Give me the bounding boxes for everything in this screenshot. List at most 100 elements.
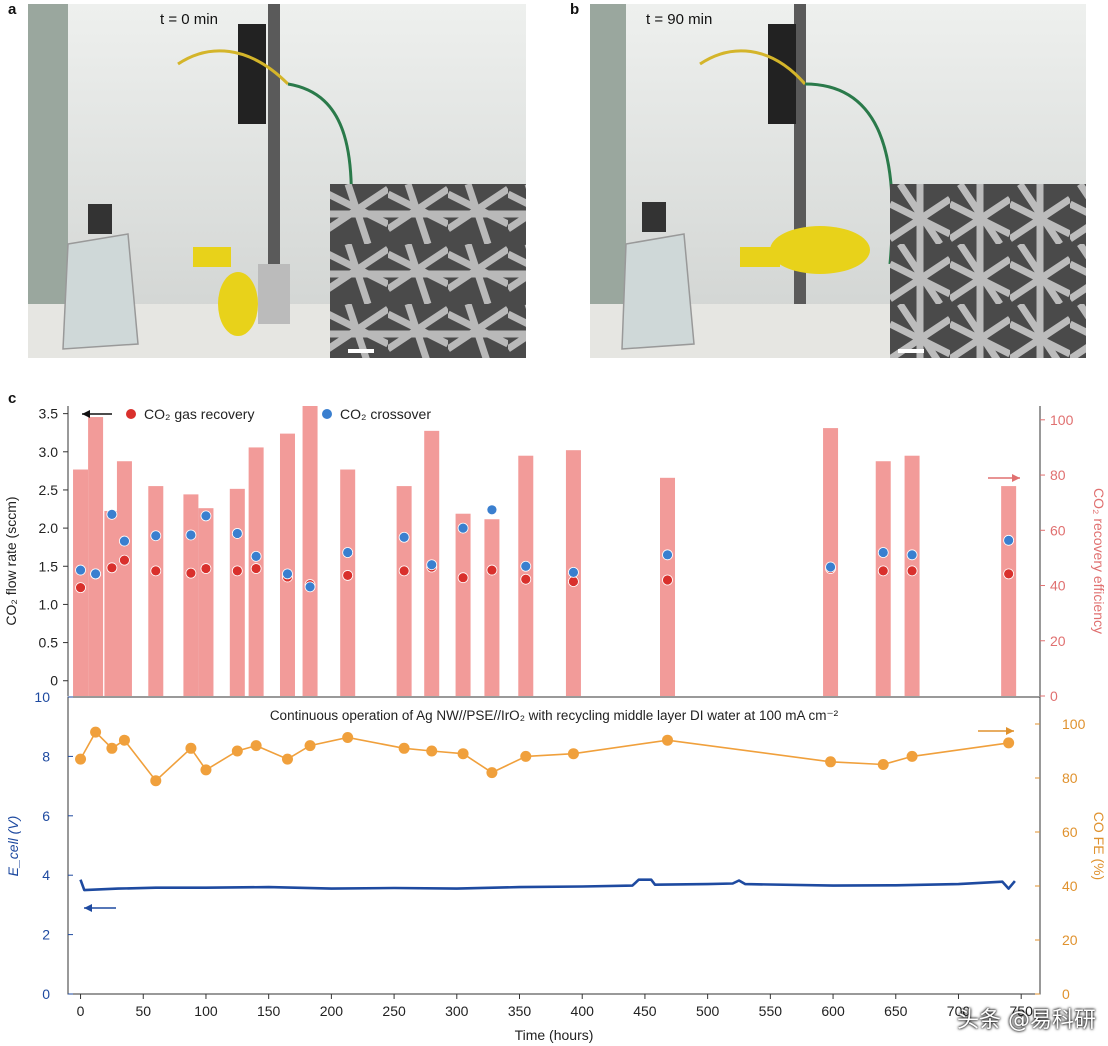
crossover-point-14	[457, 522, 469, 534]
co-fe-point-8	[250, 740, 262, 752]
photo-panel-b: t = 90 min	[590, 4, 1086, 358]
gas-recovery-point-6	[200, 563, 212, 574]
recovery-efficiency-bar-5	[183, 494, 199, 696]
bottom-right-axis-label: CO FE (%)	[1091, 812, 1107, 880]
co-fe-point-11	[342, 732, 354, 743]
legend-label-gas-recovery: CO₂ gas recovery	[144, 406, 254, 422]
bottom-left-tick-label-2: 4	[42, 867, 50, 883]
top-left-tick-label-2: 1.0	[39, 596, 59, 612]
recovery-efficiency-bar-4	[148, 486, 164, 696]
co-fe-point-3	[118, 734, 130, 746]
top-right-tick-label-2: 40	[1050, 578, 1066, 594]
legend-label-crossover: CO₂ crossover	[340, 406, 431, 422]
crossover-point-5	[185, 529, 197, 541]
bottom-subplot: Continuous operation of Ag NW//PSE//IrO₂…	[5, 689, 1107, 1043]
co-fe-point-7	[231, 745, 243, 757]
top-left-tick-label-5: 2.5	[39, 482, 59, 498]
gas-recovery-point-20	[877, 565, 889, 577]
co-fe-point-9	[281, 753, 293, 765]
recovery-efficiency-bar-15	[484, 519, 500, 696]
co-fe-point-0	[75, 753, 87, 765]
x-tick-label-10: 500	[696, 1003, 720, 1019]
co-fe-point-16	[520, 750, 532, 762]
top-left-tick-label-7: 3.5	[39, 406, 59, 422]
x-tick-label-12: 600	[821, 1003, 845, 1019]
panel-c-letter: c	[8, 390, 17, 407]
crossover-point-12	[398, 531, 410, 543]
crossover-point-15	[486, 504, 498, 516]
gas-recovery-point-4	[150, 565, 162, 577]
legend-marker-gas-recovery	[126, 409, 136, 419]
ecell-series-line	[79, 878, 1016, 892]
x-tick-label-15: 750	[1010, 1003, 1034, 1019]
watermark-text: 头条 @易科研	[957, 1008, 1096, 1033]
crossover-point-4	[150, 530, 162, 542]
top-right-tick-label-0: 0	[1050, 688, 1058, 704]
bottom-plot-frame	[67, 696, 1041, 995]
gas-recovery-point-17	[568, 576, 579, 587]
bottom-right-tick-label-3: 60	[1062, 824, 1078, 840]
crossover-point-7	[231, 528, 243, 539]
x-tick-label-7: 350	[508, 1003, 532, 1019]
recovery-efficiency-bar-2	[104, 510, 120, 696]
gas-recovery-point-12	[398, 565, 410, 577]
gas-recovery-point-8	[250, 563, 262, 574]
top-right-tick-label-1: 20	[1050, 633, 1066, 649]
co-fe-point-12	[398, 742, 410, 754]
top-left-tick-label-6: 3.0	[39, 444, 59, 460]
x-tick-label-9: 450	[633, 1003, 657, 1019]
x-tick-label-8: 400	[571, 1003, 595, 1019]
recovery-efficiency-bar-22	[1001, 486, 1017, 696]
crossover-point-17	[568, 566, 579, 578]
co-fe-point-2	[106, 742, 118, 754]
top-left-tick-label-1: 0.5	[39, 635, 59, 651]
x-tick-label-13: 650	[884, 1003, 908, 1019]
x-tick-label-2: 100	[194, 1003, 218, 1019]
co-fe-point-10	[304, 740, 316, 752]
bottom-annotation: Continuous operation of Ag NW//PSE//IrO₂…	[270, 708, 839, 723]
gas-recovery-point-3	[119, 554, 130, 566]
crossover-point-10	[304, 581, 316, 593]
co-fe-point-13	[426, 745, 438, 757]
crossover-point-9	[282, 568, 293, 580]
top-right-tick-label-4: 80	[1050, 467, 1066, 483]
x-tick-label-1: 50	[135, 1003, 151, 1019]
right-axis-arrow-bottom	[978, 727, 1014, 735]
x-tick-label-11: 550	[759, 1003, 783, 1019]
top-right-tick-label-5: 100	[1050, 412, 1074, 428]
gas-recovery-point-16	[520, 573, 532, 585]
photo-panel-a: t = 0 min	[28, 4, 526, 358]
photo-a-illustration: t = 0 min	[28, 4, 526, 358]
recovery-efficiency-bar-14	[455, 513, 471, 696]
top-left-tick-label-0: 0	[50, 673, 58, 689]
crossover-point-16	[520, 560, 532, 572]
x-tick-label-4: 200	[320, 1003, 344, 1019]
crossover-point-1	[90, 568, 101, 580]
crossover-point-13	[426, 559, 438, 571]
bottom-left-tick-label-4: 8	[42, 748, 50, 764]
gas-recovery-point-22	[1003, 568, 1015, 580]
x-tick-label-6: 300	[445, 1003, 469, 1019]
bottom-right-tick-label-2: 40	[1062, 878, 1078, 894]
bottom-right-tick-label-0: 0	[1062, 986, 1070, 1002]
bottom-left-tick-label-5: 10	[34, 689, 50, 705]
co-fe-point-14	[457, 748, 469, 760]
recovery-efficiency-bar-11	[340, 469, 356, 696]
co-fe-point-20	[877, 759, 889, 770]
x-tick-label-5: 250	[382, 1003, 406, 1019]
co-fe-series-line	[79, 730, 1009, 782]
crossover-point-0	[75, 564, 86, 576]
bottom-right-tick-label-4: 80	[1062, 770, 1078, 786]
gas-recovery-point-11	[342, 570, 354, 581]
gas-recovery-point-14	[457, 572, 469, 584]
bottom-left-tick-label-0: 0	[42, 986, 50, 1002]
bottom-right-tick-label-1: 20	[1062, 932, 1078, 948]
left-axis-arrow-bottom	[84, 904, 116, 912]
gas-recovery-point-15	[486, 564, 498, 576]
top-subplot: 0 0.5 1.0 1.5 2.0 2.5 3.0 3.5 0 20 40 60 80 100 CO₂ …	[3, 406, 1107, 704]
recovery-efficiency-bar-3	[116, 461, 132, 696]
recovery-efficiency-bar-10	[302, 406, 318, 696]
x-tick-label-0: 0	[77, 1003, 85, 1019]
recovery-efficiency-bar-7	[229, 488, 245, 696]
time-label-b: t = 90 min	[646, 11, 712, 28]
